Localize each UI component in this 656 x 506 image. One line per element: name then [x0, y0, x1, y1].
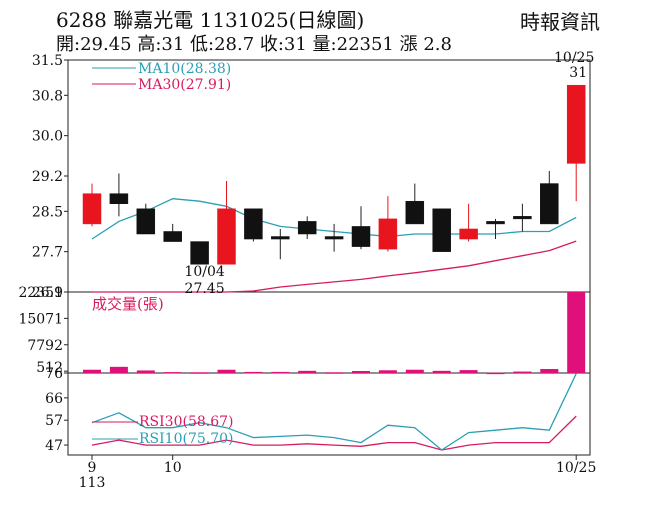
volume-bar: [217, 369, 236, 373]
ohlc-summary: 開:29.45 高:31 低:28.7 收:31 量:22351 漲 2.8: [56, 34, 452, 55]
chart-title: 6288 聯嘉光電 1131025(日線圖): [56, 8, 365, 32]
candle-body: [109, 193, 129, 204]
low-annotation-date: 10/04: [184, 264, 224, 280]
high-annotation-value: 31: [569, 65, 587, 81]
volume-bar: [271, 371, 290, 374]
volume-bar: [109, 366, 128, 373]
x-tick-label: 10: [164, 460, 182, 476]
candle-body: [540, 183, 559, 225]
price-y-tick-label: 26.9: [32, 285, 63, 301]
rsi-y-tick-label: 76: [45, 366, 63, 382]
volume-bar: [378, 370, 397, 373]
x-tick-sublabel: 113: [79, 475, 106, 491]
candle-body: [82, 193, 102, 225]
candle-body: [405, 200, 425, 225]
candle-body: [271, 236, 290, 240]
rsi10-line: [91, 373, 577, 451]
high-annotation-date: 10/25: [554, 50, 594, 66]
rsi-legend-label: RSI10(75.70): [139, 431, 233, 447]
price-y-tick-label: 29.2: [32, 169, 63, 185]
volume-bar: [432, 370, 451, 373]
chart-frame: [67, 59, 591, 456]
volume-label: 成交量(張): [92, 295, 164, 313]
x-tick-label: 9: [88, 460, 97, 476]
price-y-tick-label: 30.8: [32, 88, 63, 104]
price-y-tick-label: 27.7: [32, 245, 63, 261]
source-label: 時報資訊: [520, 10, 600, 34]
rsi-y-tick-label: 57: [45, 413, 63, 429]
volume-y-tick-label: 512: [36, 360, 63, 376]
candle-body: [432, 208, 451, 252]
candle-body: [163, 231, 182, 242]
candle-body: [513, 216, 532, 220]
candle-body: [378, 218, 398, 250]
volume-y-tick-label: 7792: [27, 338, 63, 354]
price-y-tick-label: 30.0: [32, 129, 63, 145]
candle-body: [190, 241, 209, 265]
volume-bar: [325, 372, 344, 374]
volume-bar: [486, 372, 505, 375]
candle-body: [136, 208, 156, 235]
rsi-legend-label: RSI30(58.67): [139, 414, 233, 430]
volume-y-tick-label: 22351: [18, 285, 63, 301]
legend-label: MA10(28.38): [138, 61, 231, 77]
volume-bar: [352, 371, 370, 373]
candle-body: [217, 208, 236, 265]
volume-y-tick-label: 15071: [18, 311, 63, 327]
candle-body: [566, 84, 586, 164]
legend-label: MA30(27.91): [138, 77, 231, 93]
volume-bar: [459, 370, 478, 373]
rsi-y-tick-label: 47: [45, 438, 63, 454]
price-y-tick-label: 28.5: [32, 204, 63, 220]
volume-bar: [540, 369, 559, 373]
candle-body: [351, 226, 371, 247]
low-annotation-value: 27.45: [185, 281, 225, 297]
rsi-y-tick-label: 66: [45, 391, 63, 407]
ma30-line: [92, 240, 577, 293]
candle-body: [244, 208, 263, 240]
volume-bar: [405, 369, 424, 373]
volume-bar: [163, 372, 182, 374]
volume-bar: [513, 371, 532, 374]
volume-bar: [83, 369, 101, 373]
rsi30-line: [91, 415, 577, 451]
price-y-tick-label: 31.5: [32, 53, 63, 69]
candle-body: [486, 221, 505, 225]
volume-bar: [244, 371, 263, 374]
candle-body: [297, 221, 317, 235]
volume-bar: [567, 292, 586, 373]
volume-bar: [298, 370, 317, 373]
candle-body: [459, 228, 478, 240]
chart-header: 6288 聯嘉光電 1131025(日線圖) 開:29.45 高:31 低:28…: [0, 0, 656, 60]
x-tick-label: 10/25: [556, 460, 596, 476]
volume-bar: [190, 372, 209, 374]
volume-bar: [136, 370, 155, 373]
candle-body: [324, 236, 344, 240]
